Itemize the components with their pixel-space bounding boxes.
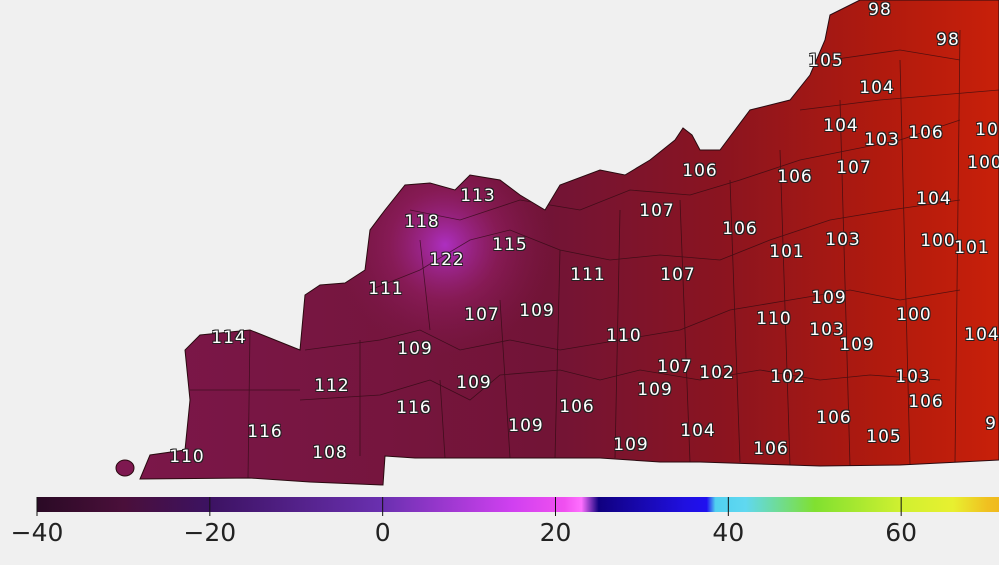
county-value-label: 108 [312, 443, 348, 463]
county-value-label: 122 [429, 250, 465, 270]
county-value-label: 109 [508, 416, 544, 436]
kentucky-county-map [115, 0, 999, 486]
county-value-label: 102 [770, 367, 806, 387]
colorbar-tick-label: −40 [10, 518, 64, 547]
county-value-label: 104 [680, 421, 716, 441]
county-value-label: 100 [967, 153, 999, 173]
county-value-label: 109 [839, 335, 875, 355]
county-value-label: 102 [699, 363, 735, 383]
county-value-label: 106 [753, 439, 789, 459]
county-value-label: 114 [211, 328, 247, 348]
county-value-label: 104 [964, 325, 999, 345]
county-value-label: 109 [456, 373, 492, 393]
county-value-label: 103 [895, 367, 931, 387]
county-value-label: 105 [808, 51, 844, 71]
county-value-label: 10 [975, 120, 999, 140]
county-value-label: 103 [825, 230, 861, 250]
county-value-label: 100 [920, 231, 956, 251]
county-value-label: 110 [606, 326, 642, 346]
county-value-label: 98 [936, 30, 960, 50]
county-value-label: 116 [247, 422, 283, 442]
county-value-label: 112 [314, 376, 350, 396]
colorbar-tick-label: 60 [885, 518, 918, 547]
county-value-label: 115 [492, 235, 528, 255]
county-value-label: 103 [864, 130, 900, 150]
county-value-label: 104 [859, 78, 895, 98]
island-county [115, 459, 135, 477]
county-value-label: 106 [908, 392, 944, 412]
county-value-label: 104 [916, 189, 952, 209]
county-value-label: 107 [464, 305, 500, 325]
county-value-label: 110 [756, 309, 792, 329]
county-value-label: 104 [823, 116, 859, 136]
colorbar-tick-label: 40 [712, 518, 745, 547]
county-value-label: 109 [397, 339, 433, 359]
county-value-label: 111 [368, 279, 404, 299]
colorbar [36, 497, 999, 516]
county-value-label: 109 [637, 380, 673, 400]
county-borders [190, 29, 999, 479]
colorbar-tick-label: 20 [539, 518, 572, 547]
county-value-label: 118 [404, 212, 440, 232]
county-value-label: 106 [559, 397, 595, 417]
county-value-label: 109 [811, 288, 847, 308]
county-value-label: 113 [460, 186, 496, 206]
county-value-label: 111 [570, 265, 606, 285]
county-value-label: 107 [639, 201, 675, 221]
colorbar-tick-label: −20 [183, 518, 237, 547]
county-value-label: 107 [660, 265, 696, 285]
county-value-label: 106 [682, 161, 718, 181]
county-value-label: 98 [868, 0, 892, 20]
county-value-label: 107 [657, 357, 693, 377]
county-value-label: 107 [836, 158, 872, 178]
county-value-label: 110 [169, 447, 205, 467]
county-value-label: 101 [954, 238, 990, 258]
county-value-label: 109 [519, 301, 555, 321]
county-value-label: 105 [866, 427, 902, 447]
colorbar-tick-label: 0 [374, 518, 391, 547]
county-value-label: 106 [908, 123, 944, 143]
county-value-label: 103 [809, 320, 845, 340]
county-value-label: 100 [896, 305, 932, 325]
county-value-label: 109 [613, 435, 649, 455]
county-value-label: 116 [396, 398, 432, 418]
county-value-label: 106 [816, 408, 852, 428]
county-value-label: 101 [769, 242, 805, 262]
county-value-label: 106 [722, 219, 758, 239]
county-value-label: 9 [985, 414, 997, 434]
county-value-label: 106 [777, 167, 813, 187]
colorbar-gradient [37, 497, 999, 512]
